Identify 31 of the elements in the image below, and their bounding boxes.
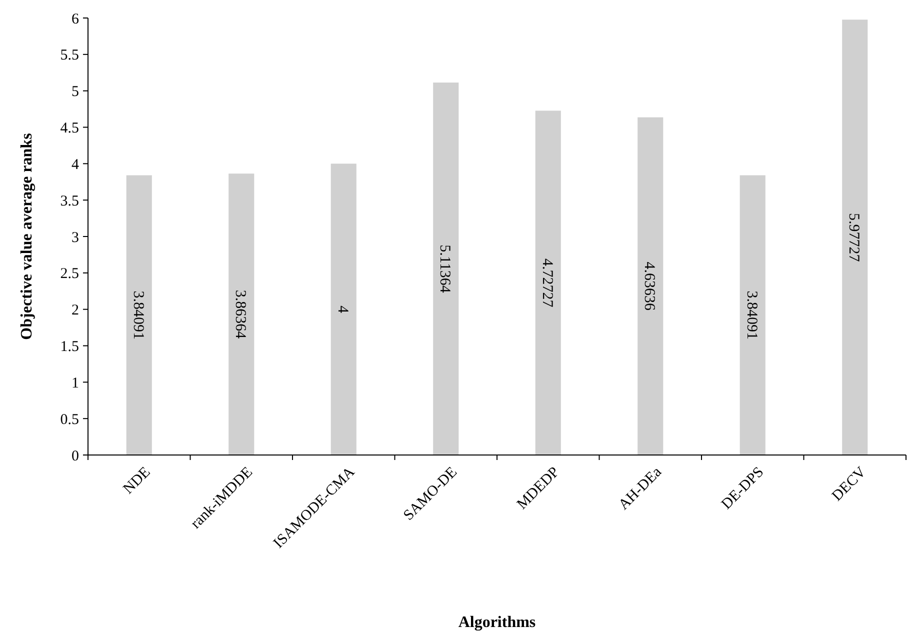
y-tick-label: 5.5	[60, 48, 79, 64]
bar	[433, 82, 459, 455]
x-axis-title: Algorithms	[458, 614, 536, 631]
y-tick-label: 1.5	[60, 339, 79, 355]
bar	[228, 174, 254, 455]
y-tick-label: 5	[72, 84, 79, 100]
bar	[842, 20, 868, 455]
bar	[638, 117, 664, 455]
y-tick-label: 0.5	[60, 412, 79, 428]
y-tick-label: 2	[72, 302, 79, 319]
data-label: 4.63636	[641, 262, 658, 312]
y-tick-label: 1	[72, 375, 79, 392]
bar	[126, 175, 152, 455]
data-label: 5.97727	[846, 212, 862, 262]
y-tick-label: 4	[72, 156, 80, 173]
y-tick-label: 4.5	[60, 120, 79, 136]
bar	[535, 110, 561, 455]
data-label: 3.86364	[232, 290, 248, 340]
y-tick-label: 2.5	[60, 266, 79, 282]
data-label: 5.11364	[436, 244, 453, 294]
y-axis-title: Objective value average ranks	[18, 133, 36, 340]
data-label: 3.84091	[743, 290, 760, 340]
y-tick-label: 3.5	[60, 193, 79, 210]
bar	[330, 164, 356, 455]
bar	[740, 175, 766, 455]
data-label: 4.72727	[538, 258, 555, 308]
data-label: 4	[334, 306, 350, 314]
data-label: 3.84091	[130, 290, 146, 340]
y-tick-label: 3	[72, 230, 79, 246]
y-tick-label: 0	[72, 448, 79, 464]
y-tick-label: 6	[72, 11, 80, 28]
